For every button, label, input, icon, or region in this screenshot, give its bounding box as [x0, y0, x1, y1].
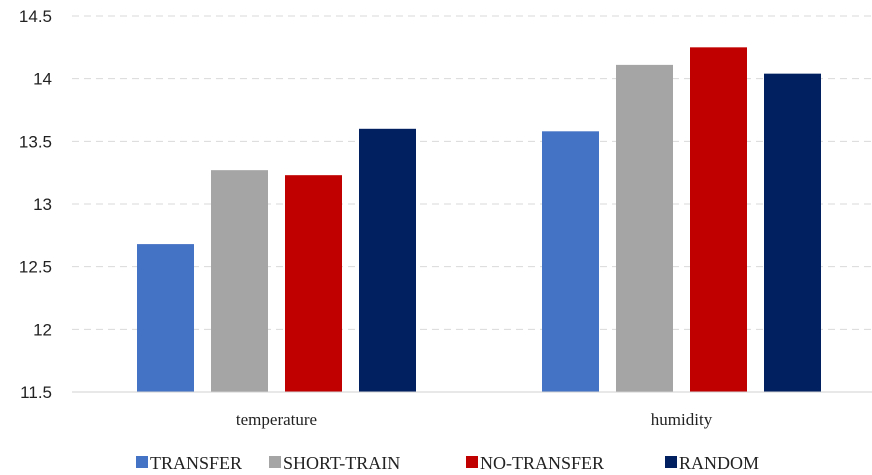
- legend-label: NO-TRANSFER: [480, 453, 604, 473]
- y-axis-ticks: 11.5 12 12.5 13 13.5 14 14.5: [19, 7, 52, 402]
- y-tick-label: 11.5: [20, 383, 52, 402]
- legend-item: SHORT-TRAIN: [269, 453, 400, 473]
- legend-swatch: [136, 456, 148, 468]
- legend-swatch: [665, 456, 677, 468]
- bar-temperature-short-train: [211, 170, 268, 392]
- bar-humidity-transfer: [542, 131, 599, 392]
- y-tick-label: 14: [33, 70, 52, 89]
- y-tick-label: 12.5: [19, 258, 52, 277]
- legend-swatch: [269, 456, 281, 468]
- bar-humidity-no-transfer: [690, 47, 747, 392]
- bar-temperature-transfer: [137, 244, 194, 392]
- x-category-label: humidity: [651, 410, 713, 429]
- x-axis-categories: temperature humidity: [236, 410, 713, 429]
- legend-swatch: [466, 456, 478, 468]
- y-tick-label: 14.5: [19, 7, 52, 26]
- legend-label: TRANSFER: [150, 453, 242, 473]
- bars: [137, 47, 821, 393]
- bar-temperature-no-transfer: [285, 175, 342, 392]
- x-category-label: temperature: [236, 410, 317, 429]
- legend-item: TRANSFER: [136, 453, 242, 473]
- bar-temperature-random: [359, 128, 416, 393]
- y-tick-label: 12: [33, 320, 52, 339]
- legend-label: RANDOM: [679, 453, 759, 473]
- y-tick-label: 13.5: [19, 132, 52, 151]
- bar-humidity-short-train: [616, 64, 673, 392]
- legend-label: SHORT-TRAIN: [283, 453, 400, 473]
- legend-item: RANDOM: [665, 453, 759, 473]
- legend: TRANSFER SHORT-TRAIN NO-TRANSFER RANDOM: [136, 453, 759, 473]
- legend-item: NO-TRANSFER: [466, 453, 604, 473]
- y-tick-label: 13: [33, 195, 52, 214]
- bar-humidity-random: [764, 73, 821, 393]
